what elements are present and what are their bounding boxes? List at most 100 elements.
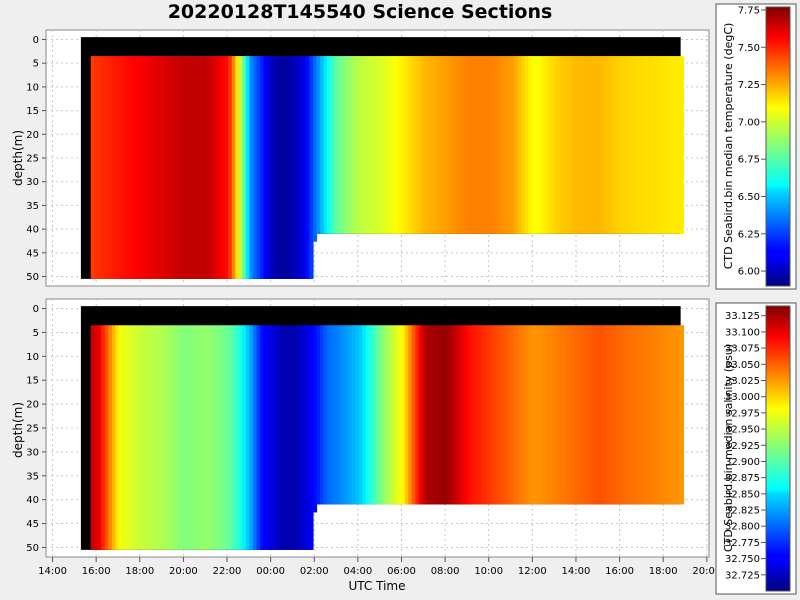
heatmap-cell <box>238 325 244 550</box>
heatmap-cell <box>454 56 459 234</box>
heatmap-cell <box>595 325 600 505</box>
heatmap-cell <box>482 325 487 505</box>
heatmap-cell <box>630 56 635 234</box>
heatmap-cell <box>485 56 490 234</box>
heatmap-cell <box>566 325 572 505</box>
heatmap-cell <box>270 325 275 550</box>
heatmap-cell <box>358 325 363 505</box>
heatmap-cell <box>362 56 367 234</box>
salinity-depth-ticks: 0 5 10 15 20 25 30 35 40 45 50 <box>26 304 46 554</box>
depth-tick-label: 20 <box>26 130 39 141</box>
heatmap-cell <box>524 56 529 234</box>
heatmap-cell <box>439 56 445 234</box>
heatmap-cell <box>365 56 371 234</box>
heatmap-cell <box>574 56 579 234</box>
heatmap-cell <box>436 56 441 234</box>
heatmap-cell <box>284 56 289 279</box>
heatmap-cell <box>94 56 99 279</box>
heatmap-cell <box>383 325 388 505</box>
heatmap-cell <box>478 56 483 234</box>
heatmap-cell <box>372 325 378 505</box>
colorbar-tick-label: 32.850 <box>725 489 760 500</box>
colorbar-tick-label: 32.900 <box>725 457 760 468</box>
heatmap-cell <box>355 325 360 505</box>
heatmap-cell <box>559 325 565 505</box>
heatmap-cell <box>422 56 427 234</box>
time-tick-label: 16:00 <box>82 566 111 577</box>
heatmap-cell <box>517 325 522 505</box>
colorbar-tick-label: 6.25 <box>738 229 760 240</box>
heatmap-cell <box>602 56 607 234</box>
heatmap-cell <box>118 325 124 550</box>
heatmap-cell <box>238 56 244 279</box>
heatmap-cell <box>281 56 286 279</box>
heatmap-cell <box>626 325 632 505</box>
heatmap-cell <box>200 56 205 279</box>
heatmap-cell <box>281 325 286 550</box>
depth-tick-label: 0 <box>33 35 39 46</box>
heatmap-cell <box>559 56 565 234</box>
heatmap-cell <box>228 325 233 550</box>
heatmap-cell <box>447 56 452 234</box>
time-tick-label: 22:00 <box>213 566 242 577</box>
heatmap-cell <box>90 325 95 550</box>
heatmap-cell <box>535 325 540 505</box>
heatmap-cell <box>115 325 120 550</box>
heatmap-cell <box>115 56 120 279</box>
heatmap-cell <box>312 325 318 513</box>
colorbar-tick-label: 32.950 <box>725 425 760 436</box>
heatmap-cell <box>581 325 586 505</box>
heatmap-cell <box>252 56 258 279</box>
heatmap-cell <box>542 56 547 234</box>
heatmap-cell <box>147 325 152 550</box>
heatmap-cell <box>327 56 332 234</box>
depth-tick-label: 30 <box>26 177 39 188</box>
heatmap-cell <box>482 56 487 234</box>
heatmap-cell <box>679 56 685 234</box>
heatmap-cell <box>665 325 670 505</box>
heatmap-cell <box>418 325 423 505</box>
salinity-colorbar-ticks: 32.725 32.750 32.775 32.800 32.825 32.850 32.8… <box>725 311 766 581</box>
heatmap-cell <box>217 325 222 550</box>
heatmap-cell <box>538 325 543 505</box>
heatmap-cell <box>461 56 466 234</box>
heatmap-cell <box>641 325 646 505</box>
heatmap-cell <box>221 56 226 279</box>
heatmap-cell <box>609 325 614 505</box>
heatmap-cell <box>358 56 363 234</box>
heatmap-cell <box>644 325 649 505</box>
heatmap-cell <box>676 56 681 234</box>
time-axis-label: UTC Time <box>349 579 406 593</box>
heatmap-cell <box>411 56 416 234</box>
heatmap-cell <box>291 56 296 279</box>
heatmap-cell <box>464 325 469 505</box>
time-axis-ticks: 14:00 16:00 18:00 20:00 22:00 00:00 02:00 04:00… <box>38 557 721 577</box>
heatmap-cell <box>267 325 272 550</box>
heatmap-cell <box>651 56 656 234</box>
heatmap-cell <box>665 56 670 234</box>
heatmap-cell <box>471 56 476 234</box>
heatmap-cell <box>549 56 554 234</box>
temperature-colorbar-ticks: 6.00 6.25 6.50 6.75 7.00 7.25 7.50 7.75 <box>738 5 766 278</box>
heatmap-cell <box>161 56 166 279</box>
heatmap-cell <box>224 325 229 550</box>
heatmap-cell <box>563 325 568 505</box>
heatmap-cell <box>591 56 596 234</box>
heatmap-cell <box>429 325 434 505</box>
heatmap-cell <box>214 56 219 279</box>
colorbar-tick-label: 32.925 <box>725 441 760 452</box>
heatmap-cell <box>489 56 494 234</box>
heatmap-cell <box>496 56 501 234</box>
heatmap-cell <box>648 56 653 234</box>
colorbar-tick-label: 33.000 <box>725 392 760 403</box>
heatmap-cell <box>260 56 265 279</box>
heatmap-cell <box>401 56 406 234</box>
time-tick-label: 14:00 <box>38 566 67 577</box>
heatmap-cell <box>450 56 455 234</box>
heatmap-cell <box>531 56 536 234</box>
depth-tick-label: 35 <box>26 471 39 482</box>
heatmap-cell <box>196 325 201 550</box>
colorbar-tick-label: 32.800 <box>725 522 760 533</box>
heatmap-cell <box>320 56 325 234</box>
heatmap-cell <box>242 325 247 550</box>
